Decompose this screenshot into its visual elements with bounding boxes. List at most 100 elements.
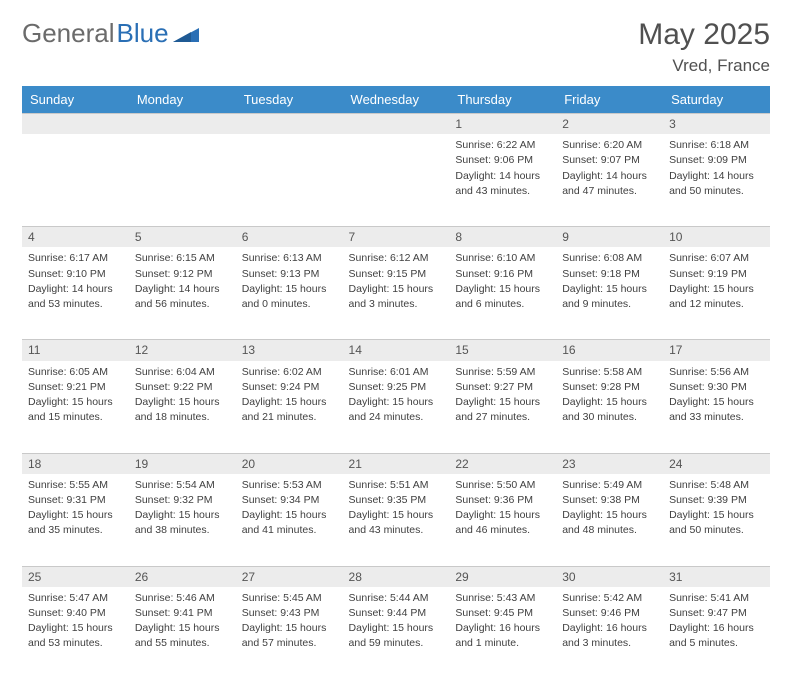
weekday-header: Saturday — [663, 86, 770, 113]
sunset-text: Sunset: 9:43 PM — [242, 606, 337, 620]
daylight-text: Daylight: 14 hours — [669, 169, 764, 183]
daylight-text: and 50 minutes. — [669, 523, 764, 537]
sunset-text: Sunset: 9:19 PM — [669, 267, 764, 281]
calendar-cell: Sunrise: 5:44 AMSunset: 9:44 PMDaylight:… — [343, 587, 450, 679]
sunrise-text: Sunrise: 6:13 AM — [242, 251, 337, 265]
sunrise-text: Sunrise: 5:46 AM — [135, 591, 230, 605]
calendar-cell: Sunrise: 5:49 AMSunset: 9:38 PMDaylight:… — [556, 474, 663, 566]
sunset-text: Sunset: 9:38 PM — [562, 493, 657, 507]
daylight-text: Daylight: 15 hours — [135, 395, 230, 409]
daylight-text: and 27 minutes. — [455, 410, 550, 424]
sunrise-text: Sunrise: 6:15 AM — [135, 251, 230, 265]
daylight-text: Daylight: 15 hours — [28, 395, 123, 409]
sunset-text: Sunset: 9:15 PM — [349, 267, 444, 281]
day-number: 12 — [129, 339, 236, 360]
sunset-text: Sunset: 9:12 PM — [135, 267, 230, 281]
sunrise-text: Sunrise: 5:48 AM — [669, 478, 764, 492]
daylight-text: Daylight: 15 hours — [455, 508, 550, 522]
day-number: 4 — [22, 226, 129, 247]
sunset-text: Sunset: 9:22 PM — [135, 380, 230, 394]
sunset-text: Sunset: 9:27 PM — [455, 380, 550, 394]
day-number: 21 — [343, 453, 450, 474]
sunset-text: Sunset: 9:13 PM — [242, 267, 337, 281]
calendar-cell — [343, 134, 450, 226]
weekday-header: Monday — [129, 86, 236, 113]
daylight-text: Daylight: 14 hours — [135, 282, 230, 296]
calendar-cell: Sunrise: 6:01 AMSunset: 9:25 PMDaylight:… — [343, 361, 450, 453]
sunrise-text: Sunrise: 5:51 AM — [349, 478, 444, 492]
day-number: 27 — [236, 566, 343, 587]
daylight-text: and 5 minutes. — [669, 636, 764, 650]
sunset-text: Sunset: 9:09 PM — [669, 153, 764, 167]
sunset-text: Sunset: 9:44 PM — [349, 606, 444, 620]
calendar-cell: Sunrise: 6:05 AMSunset: 9:21 PMDaylight:… — [22, 361, 129, 453]
sunrise-text: Sunrise: 5:54 AM — [135, 478, 230, 492]
sunset-text: Sunset: 9:07 PM — [562, 153, 657, 167]
sunrise-text: Sunrise: 6:04 AM — [135, 365, 230, 379]
calendar-cell: Sunrise: 5:41 AMSunset: 9:47 PMDaylight:… — [663, 587, 770, 679]
brand-logo: GeneralBlue — [22, 18, 199, 49]
sunrise-text: Sunrise: 5:44 AM — [349, 591, 444, 605]
calendar-cell: Sunrise: 5:48 AMSunset: 9:39 PMDaylight:… — [663, 474, 770, 566]
day-number: 15 — [449, 339, 556, 360]
weekday-header: Thursday — [449, 86, 556, 113]
daylight-text: Daylight: 15 hours — [455, 282, 550, 296]
daylight-text: Daylight: 14 hours — [28, 282, 123, 296]
daylight-text: and 48 minutes. — [562, 523, 657, 537]
weekday-header: Sunday — [22, 86, 129, 113]
daylight-text: Daylight: 15 hours — [562, 395, 657, 409]
calendar-cell: Sunrise: 6:04 AMSunset: 9:22 PMDaylight:… — [129, 361, 236, 453]
daylight-text: Daylight: 14 hours — [562, 169, 657, 183]
day-number: 20 — [236, 453, 343, 474]
daylight-text: Daylight: 15 hours — [349, 282, 444, 296]
daylight-text: Daylight: 15 hours — [455, 395, 550, 409]
day-number: 11 — [22, 339, 129, 360]
daylight-text: and 41 minutes. — [242, 523, 337, 537]
sunset-text: Sunset: 9:45 PM — [455, 606, 550, 620]
calendar-cell: Sunrise: 6:08 AMSunset: 9:18 PMDaylight:… — [556, 247, 663, 339]
day-number: 8 — [449, 226, 556, 247]
sunrise-text: Sunrise: 6:02 AM — [242, 365, 337, 379]
daylight-text: and 15 minutes. — [28, 410, 123, 424]
daylight-text: Daylight: 16 hours — [669, 621, 764, 635]
sunset-text: Sunset: 9:36 PM — [455, 493, 550, 507]
brand-part1: General — [22, 18, 115, 49]
day-number: 3 — [663, 113, 770, 134]
daylight-text: Daylight: 15 hours — [562, 282, 657, 296]
daylight-text: and 0 minutes. — [242, 297, 337, 311]
calendar-cell: Sunrise: 5:51 AMSunset: 9:35 PMDaylight:… — [343, 474, 450, 566]
daylight-text: and 43 minutes. — [455, 184, 550, 198]
daylight-text: and 50 minutes. — [669, 184, 764, 198]
calendar-cell: Sunrise: 6:20 AMSunset: 9:07 PMDaylight:… — [556, 134, 663, 226]
daylight-text: Daylight: 15 hours — [242, 508, 337, 522]
day-number: 24 — [663, 453, 770, 474]
day-number: 28 — [343, 566, 450, 587]
daylight-text: and 46 minutes. — [455, 523, 550, 537]
sunrise-text: Sunrise: 5:43 AM — [455, 591, 550, 605]
calendar-cell: Sunrise: 5:55 AMSunset: 9:31 PMDaylight:… — [22, 474, 129, 566]
calendar-cell: Sunrise: 5:54 AMSunset: 9:32 PMDaylight:… — [129, 474, 236, 566]
daylight-text: and 1 minute. — [455, 636, 550, 650]
sunset-text: Sunset: 9:41 PM — [135, 606, 230, 620]
sunset-text: Sunset: 9:25 PM — [349, 380, 444, 394]
sunrise-text: Sunrise: 5:47 AM — [28, 591, 123, 605]
sunrise-text: Sunrise: 6:10 AM — [455, 251, 550, 265]
calendar-table: SundayMondayTuesdayWednesdayThursdayFrid… — [22, 86, 770, 679]
daylight-text: Daylight: 15 hours — [669, 282, 764, 296]
logo-triangle-icon — [173, 18, 199, 49]
day-number: 29 — [449, 566, 556, 587]
day-number: 25 — [22, 566, 129, 587]
sunset-text: Sunset: 9:16 PM — [455, 267, 550, 281]
sunrise-text: Sunrise: 5:42 AM — [562, 591, 657, 605]
daylight-text: and 57 minutes. — [242, 636, 337, 650]
daylight-text: Daylight: 15 hours — [135, 621, 230, 635]
daylight-text: Daylight: 14 hours — [455, 169, 550, 183]
sunset-text: Sunset: 9:47 PM — [669, 606, 764, 620]
sunrise-text: Sunrise: 6:07 AM — [669, 251, 764, 265]
day-number: 7 — [343, 226, 450, 247]
day-number: 1 — [449, 113, 556, 134]
day-number: 5 — [129, 226, 236, 247]
daylight-text: and 38 minutes. — [135, 523, 230, 537]
sunrise-text: Sunrise: 5:53 AM — [242, 478, 337, 492]
daylight-text: and 33 minutes. — [669, 410, 764, 424]
